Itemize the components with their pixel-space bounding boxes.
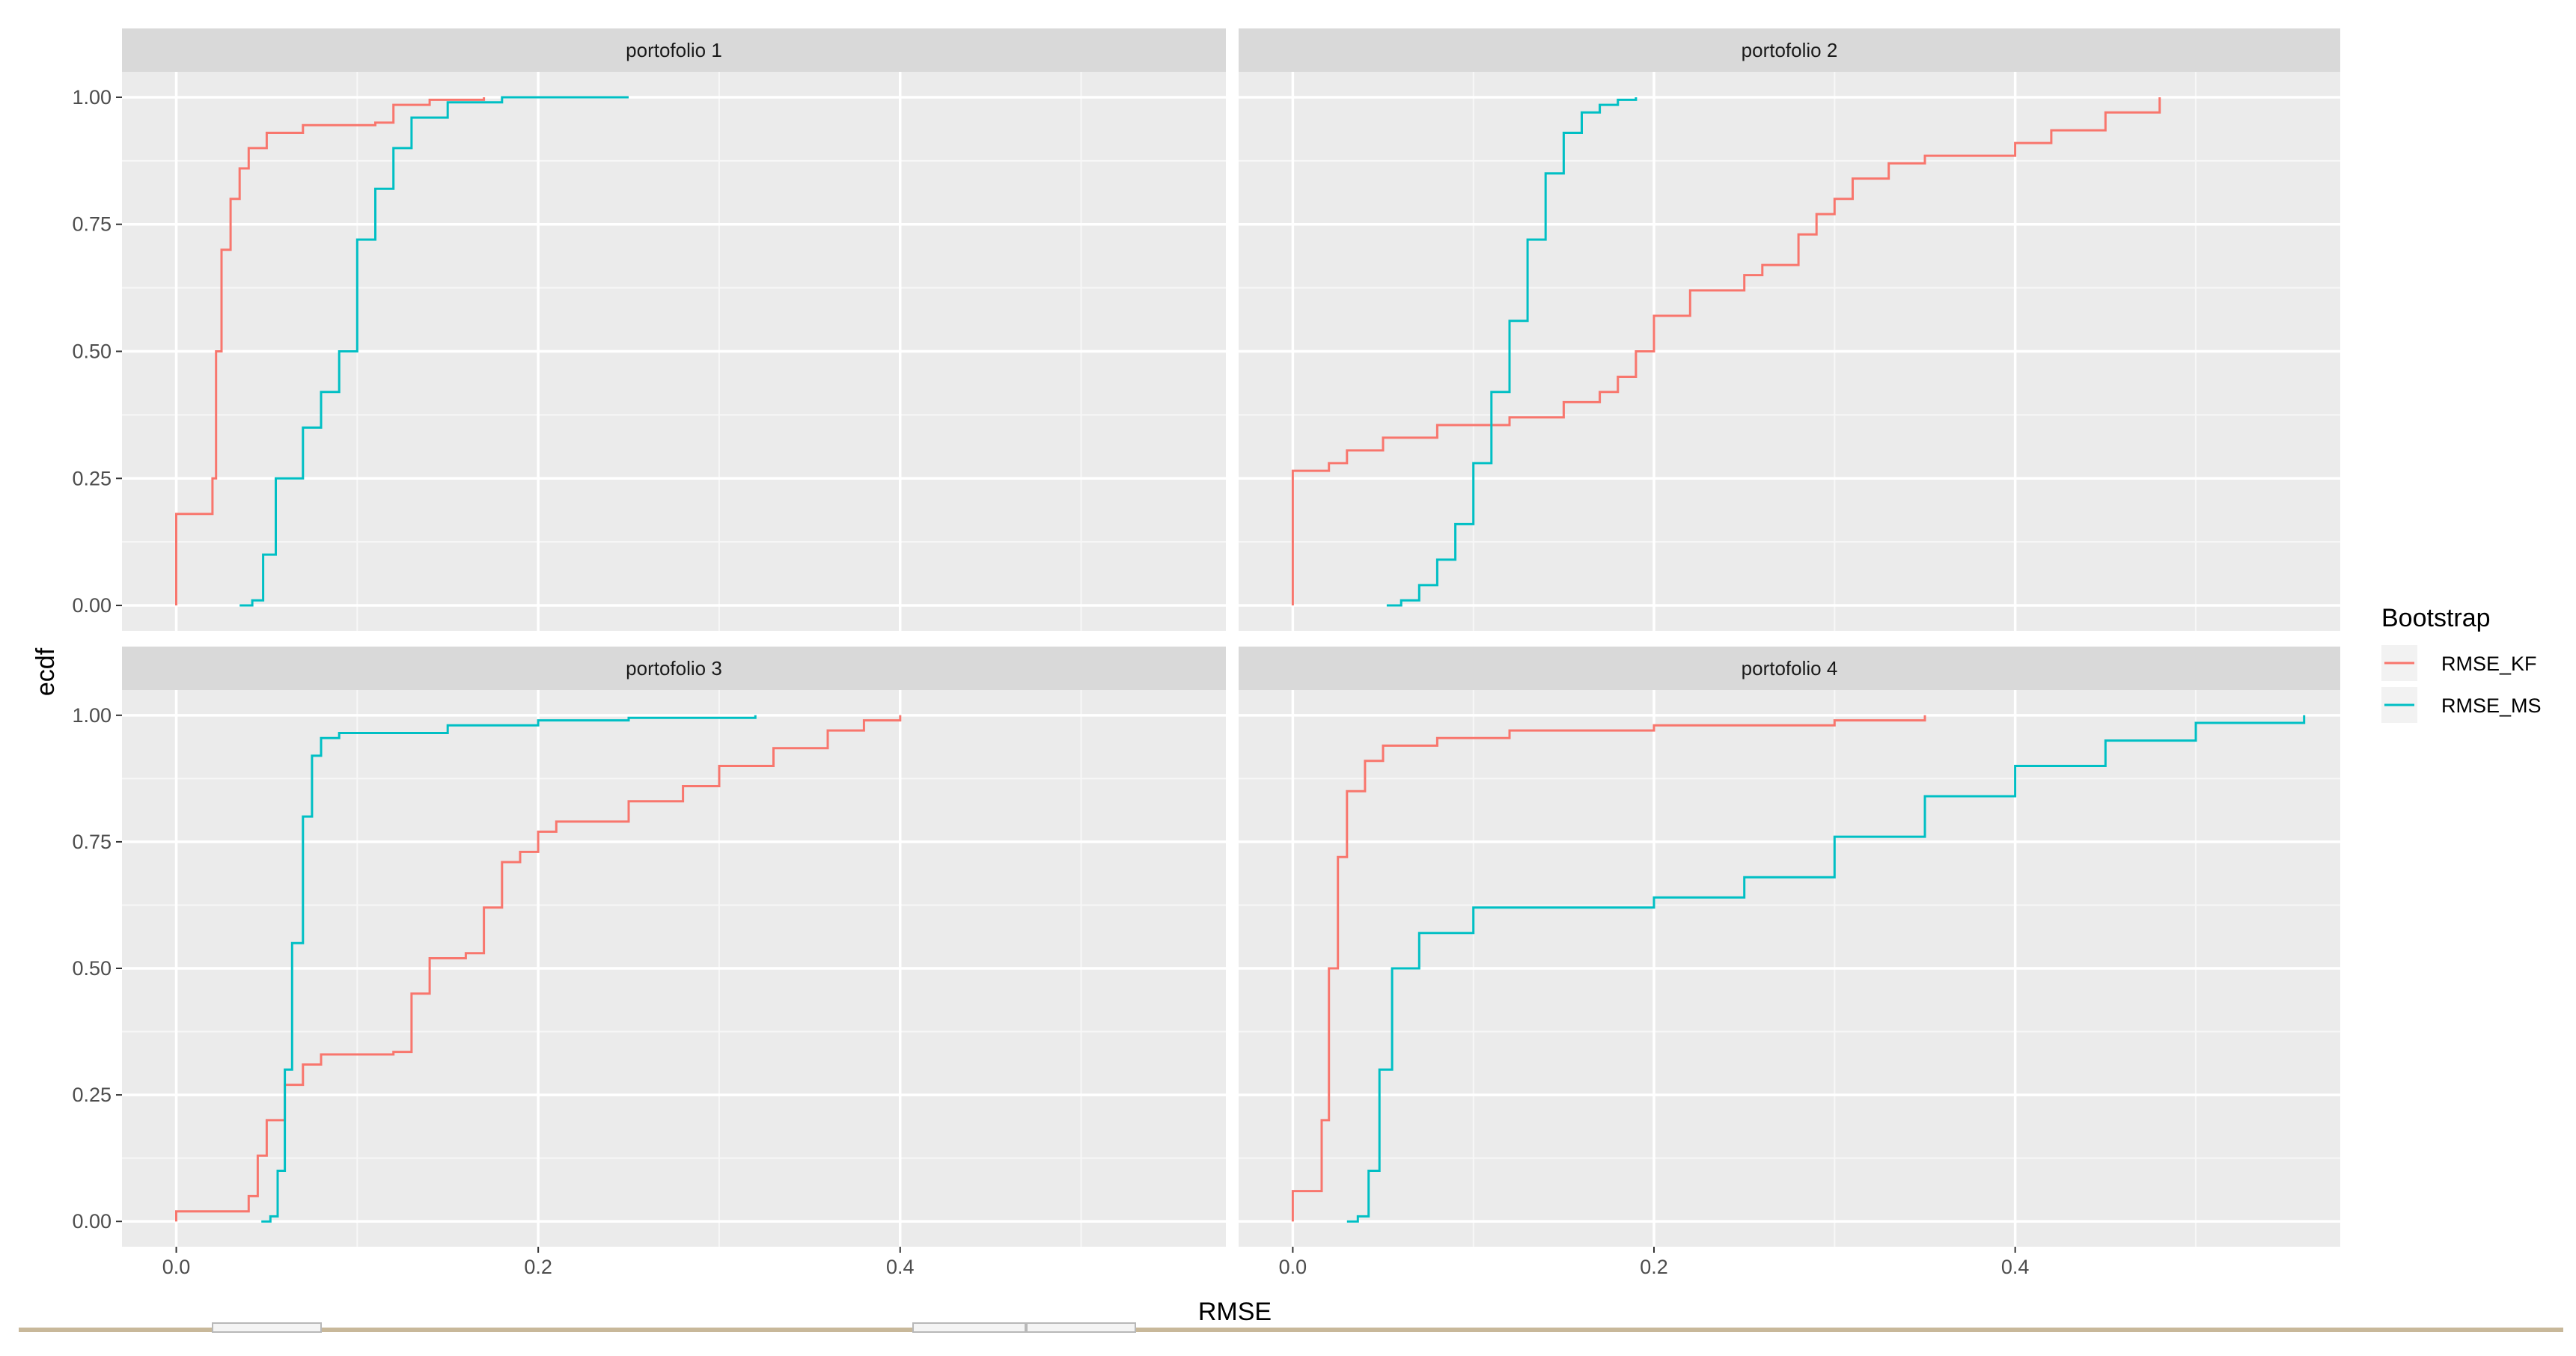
facet-panel: portofolio 3 0.00 0.25 0.50 0.75 1.00 0.0 0.2 0.…: [72, 647, 1226, 1278]
facet-panel: portofolio 1 0.00 0.25 0.50 0.75 1.00: [72, 28, 1226, 631]
legend-entry: RMSE_KF: [2381, 645, 2537, 681]
y-tick-label: 0.75: [72, 831, 112, 853]
x-tick-label: 0.0: [1279, 1256, 1307, 1278]
ecdf-line-rmse-ms: [261, 715, 757, 1223]
x-axis-title: RMSE: [1198, 1298, 1272, 1326]
facet-strip: [1239, 647, 2340, 690]
y-tick-label: 1.00: [72, 704, 112, 727]
footer-tab[interactable]: [912, 1322, 1026, 1333]
y-tick-label: 0.50: [72, 957, 112, 980]
facet-strip: [122, 28, 1226, 72]
axis-titles: RMSE ecdf: [31, 647, 1272, 1326]
facet-strip-label: portofolio 4: [1742, 657, 1838, 679]
legend: Bootstrap RMSE_KF RMSE_MS: [2381, 604, 2542, 723]
ecdf-line-rmse-kf: [175, 715, 902, 1222]
footer-tab[interactable]: [212, 1322, 322, 1333]
y-tick-label: 1.00: [72, 86, 112, 109]
legend-label: RMSE_KF: [2441, 653, 2537, 675]
ecdf-line-rmse-ms: [1346, 715, 2306, 1223]
facet-strip: [1239, 28, 2340, 72]
legend-title: Bootstrap: [2381, 604, 2491, 632]
facet-strip-label: portofolio 1: [626, 39, 722, 61]
legend-entry: RMSE_MS: [2381, 687, 2542, 723]
x-tick-label: 0.4: [2001, 1256, 2030, 1278]
facet-strip-label: portofolio 3: [626, 657, 722, 679]
y-tick-label: 0.75: [72, 213, 112, 236]
facet-panel: portofolio 2: [1239, 28, 2340, 631]
facet-strip: [122, 647, 1226, 690]
legend-label: RMSE_MS: [2441, 694, 2542, 717]
ecdf-line-rmse-ms: [1386, 97, 1638, 607]
x-tick-label: 0.4: [886, 1256, 915, 1278]
y-tick-label: 0.00: [72, 594, 112, 617]
facet-strip-label: portofolio 2: [1742, 39, 1838, 61]
x-tick-label: 0.2: [524, 1256, 552, 1278]
ecdf-line-rmse-kf: [1291, 97, 2161, 605]
x-tick-label: 0.0: [162, 1256, 191, 1278]
facet-panels: portofolio 10.000.250.500.751.00portofol…: [72, 28, 2340, 1278]
y-axis-title: ecdf: [31, 647, 60, 696]
x-tick-label: 0.2: [1640, 1256, 1668, 1278]
y-tick-label: 0.50: [72, 340, 112, 363]
facet-panel: portofolio 4 0.0 0.2 0.4: [1239, 647, 2340, 1278]
ecdf-line-rmse-kf: [1291, 715, 1926, 1222]
y-tick-label: 0.25: [72, 467, 112, 489]
y-tick-label: 0.25: [72, 1084, 112, 1106]
y-tick-label: 0.00: [72, 1210, 112, 1233]
window-footer-strip: [19, 1322, 2563, 1333]
footer-divider: [19, 1328, 2563, 1332]
ecdf-line-rmse-kf: [175, 97, 486, 605]
footer-tab[interactable]: [1026, 1322, 1136, 1333]
ecdf-line-rmse-ms: [239, 96, 629, 607]
